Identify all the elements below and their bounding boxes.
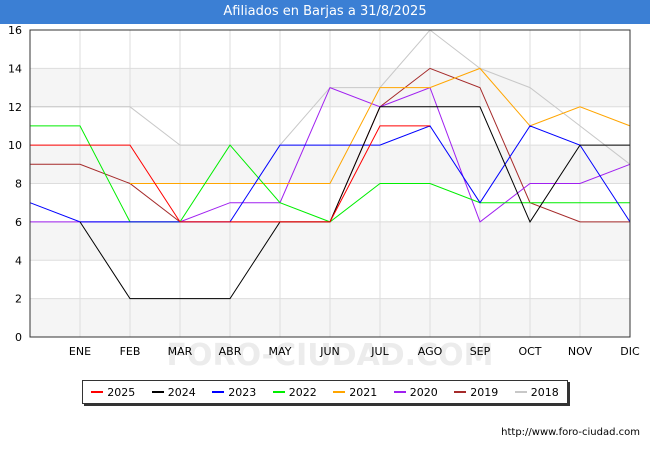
legend-label: 2024 xyxy=(167,385,196,399)
y-tick-label: 0 xyxy=(15,331,22,344)
series-line-2025 xyxy=(30,125,430,223)
y-tick-label: 16 xyxy=(8,24,22,37)
legend-item-2022: 2022 xyxy=(272,385,317,399)
y-tick-label: 14 xyxy=(8,62,22,75)
legend-swatch xyxy=(151,391,164,393)
legend-swatch xyxy=(212,391,225,393)
x-tick-label: SEP xyxy=(470,345,491,358)
series-line-2024 xyxy=(79,106,630,300)
legend-item-2024: 2024 xyxy=(151,385,196,399)
y-tick-label: 10 xyxy=(8,139,22,152)
y-tick-label: 4 xyxy=(15,254,22,267)
y-tick-label: 8 xyxy=(15,178,22,191)
legend-swatch xyxy=(454,391,467,393)
y-tick-label: 12 xyxy=(8,101,22,114)
x-tick-label: FEB xyxy=(120,345,141,358)
legend-label: 2025 xyxy=(107,385,136,399)
legend-label: 2019 xyxy=(470,385,499,399)
chart-legend: 2025 2024 2023 2022 2021 2020 2019 2018 xyxy=(82,380,568,404)
x-tick-label: DIC xyxy=(620,345,640,358)
legend-swatch xyxy=(91,391,104,393)
x-tick-label: ABR xyxy=(219,345,242,358)
x-tick-label: JUL xyxy=(370,345,389,358)
legend-item-2019: 2019 xyxy=(454,386,498,399)
legend-item-2021: 2021 xyxy=(333,386,377,399)
watermark: FORO-CIUDAD.COM xyxy=(167,338,494,373)
x-tick-label: AGO xyxy=(418,345,443,358)
chart-title: Afiliados en Barjas a 31/8/2025 xyxy=(0,0,650,24)
series-line-2023 xyxy=(29,125,631,223)
legend-item-2018: 2018 xyxy=(514,385,559,399)
legend-item-2023: 2023 xyxy=(212,386,256,399)
y-tick-label: 2 xyxy=(15,293,22,306)
y-tick-label: 6 xyxy=(15,216,22,229)
legend-swatch xyxy=(333,391,346,393)
legend-label: 2021 xyxy=(349,385,378,399)
x-tick-label: MAR xyxy=(168,345,193,358)
x-tick-label: MAY xyxy=(269,345,292,358)
legend-label: 2022 xyxy=(288,385,317,399)
legend-swatch xyxy=(514,391,527,393)
legend-swatch xyxy=(272,391,285,393)
legend-item-2020: 2020 xyxy=(393,385,438,399)
legend-label: 2018 xyxy=(530,385,559,399)
legend-label: 2020 xyxy=(409,385,438,399)
x-tick-label: NOV xyxy=(568,345,593,358)
x-tick-label: OCT xyxy=(518,345,541,358)
series-line-2021 xyxy=(130,67,631,184)
x-tick-label: JUN xyxy=(319,345,340,358)
credit-text: http://www.foro-ciudad.com xyxy=(501,427,640,438)
legend-label: 2023 xyxy=(228,385,257,399)
legend-swatch xyxy=(393,391,406,393)
x-tick-label: ENE xyxy=(69,345,91,358)
legend-item-2025: 2025 xyxy=(91,386,135,399)
